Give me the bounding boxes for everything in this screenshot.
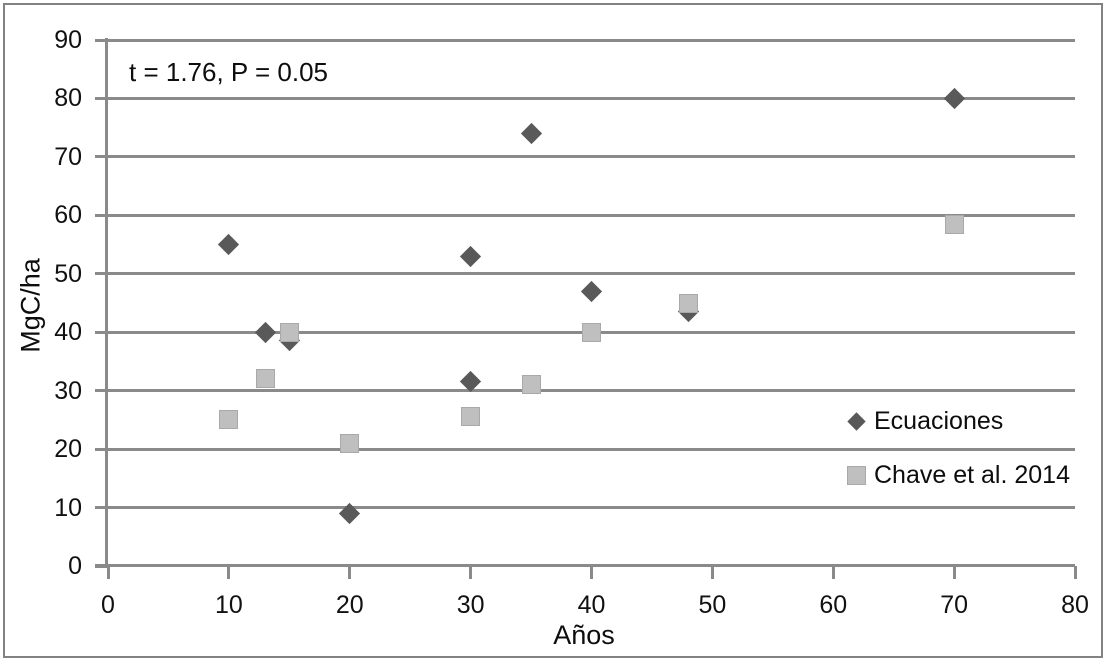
x-tick-label-30: 30 [456, 591, 485, 619]
y-tick-50 [95, 272, 108, 276]
x-tick-50 [710, 566, 714, 579]
gridline-y10 [107, 506, 1075, 510]
x-tick-label-0: 0 [101, 591, 115, 619]
diamond-marker-icon [847, 411, 866, 431]
data-point-chave[interactable] [582, 322, 601, 342]
y-tick-10 [95, 506, 108, 510]
legend-label-chave: Chave et al. 2014 [874, 460, 1070, 489]
x-tick-label-10: 10 [214, 591, 243, 619]
x-tick-70 [952, 566, 956, 579]
x-tick-label-80: 80 [1061, 591, 1089, 619]
data-point-chave[interactable] [255, 369, 275, 389]
y-axis-line [105, 38, 108, 566]
x-tick-80 [1073, 566, 1077, 579]
y-tick-60 [95, 213, 108, 217]
gridline-y70 [107, 155, 1075, 159]
gridline-y20 [107, 447, 1075, 451]
gridline-y60 [107, 213, 1075, 217]
y-tick-label-10: 10 [54, 493, 82, 522]
y-tick-40 [95, 330, 108, 334]
x-tick-60 [831, 566, 835, 579]
gridline-y90 [107, 38, 1075, 42]
x-tick-label-40: 40 [577, 591, 606, 619]
y-tick-label-0: 0 [68, 552, 82, 580]
x-tick-30 [469, 566, 473, 579]
y-tick-label-60: 60 [54, 201, 82, 230]
y-tick-label-90: 90 [54, 26, 82, 54]
x-tick-40 [590, 566, 593, 579]
y-tick-80 [95, 96, 108, 100]
data-point-chave[interactable] [340, 433, 360, 453]
y-tick-70 [95, 155, 108, 159]
legend-item-ecuaciones[interactable]: Ecuaciones [846, 404, 1003, 438]
y-tick-label-70: 70 [54, 142, 82, 171]
data-point-chave[interactable] [461, 407, 481, 427]
data-point-chave[interactable] [678, 293, 698, 313]
x-axis-title: Años [553, 620, 615, 650]
data-point-chave[interactable] [279, 322, 299, 342]
x-tick-label-60: 60 [819, 591, 848, 619]
x-tick-0 [106, 566, 110, 579]
y-tick-30 [95, 389, 108, 393]
y-tick-label-20: 20 [54, 435, 82, 464]
data-point-ecuaciones[interactable] [520, 122, 542, 145]
legend-label-ecuaciones: Ecuaciones [874, 406, 1004, 435]
y-tick-label-80: 80 [54, 84, 82, 113]
y-tick-20 [95, 447, 108, 451]
data-point-chave[interactable] [521, 375, 541, 395]
gridline-y30 [107, 389, 1075, 393]
y-tick-label-50: 50 [54, 259, 82, 288]
gridline-y80 [107, 96, 1075, 100]
x-tick-label-20: 20 [335, 591, 364, 619]
square-marker-icon [847, 465, 866, 485]
x-tick-10 [227, 566, 231, 579]
data-point-ecuaciones[interactable] [460, 245, 482, 267]
data-point-ecuaciones[interactable] [218, 233, 240, 256]
y-axis-title: MgC/ha [15, 258, 46, 353]
x-axis-line [95, 564, 1075, 567]
stat-annotation: t = 1.76, P = 0.05 [129, 57, 329, 87]
data-point-ecuaciones[interactable] [943, 87, 965, 110]
y-tick-label-40: 40 [54, 318, 82, 347]
data-point-ecuaciones[interactable] [254, 321, 276, 343]
y-tick-90 [95, 38, 108, 42]
y-tick-label-30: 30 [54, 376, 82, 405]
x-tick-label-70: 70 [940, 591, 969, 619]
x-tick-20 [348, 566, 352, 579]
legend-item-chave[interactable]: Chave et al. 2014 [846, 458, 1070, 492]
data-point-chave[interactable] [219, 410, 239, 430]
data-point-ecuaciones[interactable] [580, 280, 603, 302]
y-tick-0 [95, 564, 108, 568]
gridline-y50 [107, 272, 1075, 276]
data-point-chave[interactable] [944, 214, 964, 234]
x-tick-label-50: 50 [698, 591, 727, 619]
chart-border [3, 3, 1103, 658]
